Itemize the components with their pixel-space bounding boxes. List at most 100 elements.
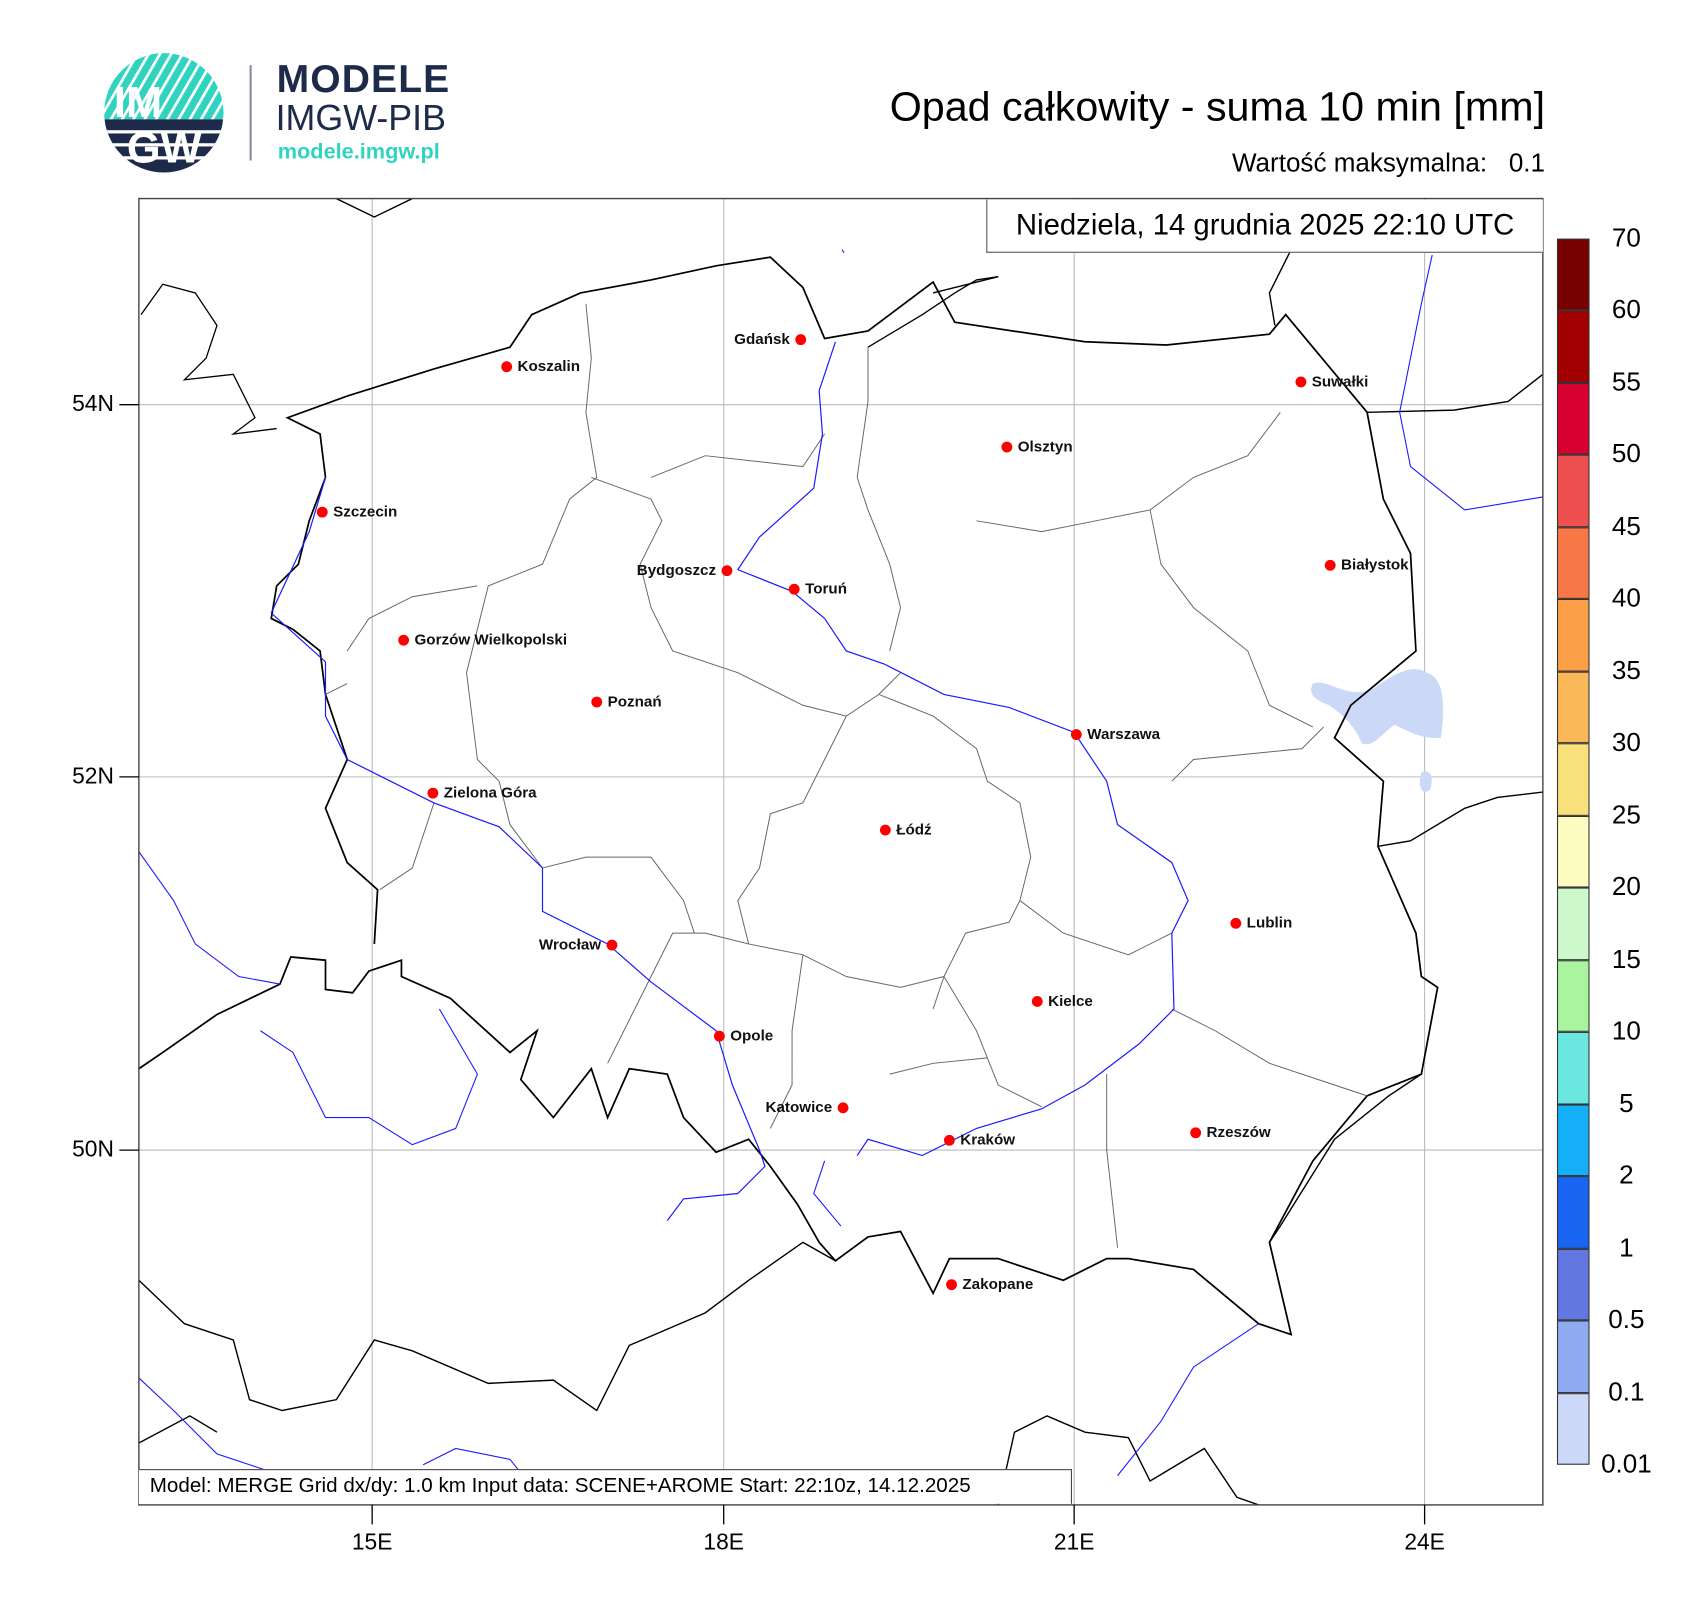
lat-tick-label: 54N <box>72 391 114 417</box>
city-marker <box>1295 376 1307 388</box>
city-label: Gdańsk <box>734 329 790 348</box>
colorbar-label: 40 <box>1611 584 1641 614</box>
city-marker <box>713 1030 725 1042</box>
coastline <box>140 276 999 435</box>
colorbar-label: 30 <box>1611 728 1641 758</box>
city-label: Koszalin <box>517 356 581 375</box>
city-marker <box>788 583 800 595</box>
city-label: Rzeszów <box>1206 1122 1271 1141</box>
colorbar-segment <box>1556 671 1590 744</box>
city-marker <box>721 565 733 577</box>
colorbar-segment <box>1556 1176 1590 1249</box>
city-marker <box>591 696 603 708</box>
lon-tick-label: 21E <box>1053 1529 1095 1555</box>
colorbar-label: 10 <box>1611 1016 1641 1047</box>
valid-time-box: Niedziela, 14 grudnia 2025 22:10 UTC <box>986 199 1543 253</box>
logo-divider <box>249 65 252 161</box>
poland-border <box>138 256 1439 1336</box>
vistula-lagoon-river <box>841 249 845 254</box>
colorbar-segment <box>1556 310 1590 383</box>
city-marker <box>1070 729 1082 740</box>
logo-org: IMGW-PIB <box>275 97 447 138</box>
precip-area <box>1311 669 1444 792</box>
lon-tick-label: 24E <box>1404 1529 1445 1555</box>
colorbar-segment <box>1556 1248 1590 1321</box>
city-marker <box>316 506 328 518</box>
river-other <box>138 254 1543 1487</box>
colorbar-segment <box>1556 527 1590 600</box>
map-title: Opad całkowity - suma 10 min [mm] <box>889 84 1546 131</box>
colorbar-segment <box>1556 1320 1590 1393</box>
colorbar-label: 1 <box>1619 1233 1634 1263</box>
colorbar-segment <box>1556 1032 1590 1105</box>
city-marker <box>879 824 891 836</box>
colorbar-segment <box>1556 1392 1590 1465</box>
city-marker <box>946 1279 957 1291</box>
city-marker <box>837 1102 849 1114</box>
city-marker <box>427 787 439 799</box>
city-marker <box>606 939 618 951</box>
map-frame <box>138 197 1544 1506</box>
colorbar-label: 70 <box>1611 223 1641 253</box>
colorbar-label: 2 <box>1619 1161 1634 1191</box>
city-label: Opole <box>730 1026 774 1044</box>
max-value: 0.1 <box>1508 148 1546 178</box>
city-marker <box>501 361 513 373</box>
lon-tick-label: 18E <box>703 1529 744 1555</box>
city-marker <box>795 334 807 346</box>
logo-url[interactable]: modele.imgw.pl <box>277 139 440 164</box>
colorbar-label: 45 <box>1611 511 1641 542</box>
colorbar-label: 15 <box>1611 944 1641 975</box>
city-label: Kraków <box>960 1130 1016 1148</box>
city-marker <box>1324 559 1336 571</box>
city-label: Olsztyn <box>1017 437 1073 455</box>
city-label: Lublin <box>1246 913 1293 931</box>
lat-tick-label: 52N <box>72 763 114 789</box>
logo-brand: MODELE <box>276 56 451 101</box>
city-label: Poznań <box>607 692 662 710</box>
city-label: Zakopane <box>962 1274 1034 1293</box>
river-vistula <box>736 341 1189 1157</box>
lon-tick-label: 15E <box>351 1529 393 1555</box>
colorbar-label: 20 <box>1611 872 1641 902</box>
colorbar-segment <box>1556 1104 1590 1177</box>
lat-tick-label: 50N <box>72 1137 114 1163</box>
colorbar-segment <box>1556 238 1590 311</box>
colorbar-label: 25 <box>1611 800 1641 830</box>
other-borders <box>138 198 1543 1505</box>
model-info-box: Model: MERGE Grid dx/dy: 1.0 km Input da… <box>138 1469 1072 1504</box>
city-label: Katowice <box>765 1098 833 1116</box>
river-oder <box>270 477 766 1221</box>
emblem-text-gw: GW <box>127 125 202 173</box>
city-label: Łódź <box>896 820 932 838</box>
city-label: Zielona Góra <box>443 783 537 801</box>
city-marker <box>1001 441 1013 453</box>
city-label: Gorzów Wielkopolski <box>414 630 568 648</box>
colorbar-label: 35 <box>1611 656 1641 686</box>
colorbar-segment <box>1556 455 1590 528</box>
colorbar-label: 55 <box>1611 367 1641 398</box>
city-marker <box>1031 996 1043 1007</box>
colorbar-label: 60 <box>1611 295 1641 325</box>
colorbar-label: 5 <box>1619 1088 1634 1119</box>
city-label: Toruń <box>805 579 847 597</box>
emblem-text-im: IM <box>114 79 162 127</box>
colorbar-segment <box>1556 382 1590 456</box>
max-label: Wartość maksymalna: <box>1231 148 1488 178</box>
colorbar-label: 50 <box>1611 439 1641 470</box>
colorbar-segment <box>1556 887 1590 960</box>
city-label: Suwałki <box>1311 372 1369 390</box>
colorbar-label: 0.01 <box>1601 1449 1652 1479</box>
city-marker <box>1190 1127 1202 1139</box>
city-label: Warszawa <box>1087 724 1161 743</box>
colorbar-segment <box>1556 815 1590 888</box>
city-label: Kielce <box>1048 991 1093 1010</box>
colorbar-label: 0.5 <box>1608 1305 1645 1335</box>
city-marker <box>943 1134 955 1146</box>
colorbar-label: 0.1 <box>1608 1377 1645 1407</box>
city-marker <box>398 634 410 646</box>
colorbar-segment <box>1556 743 1590 816</box>
city-marker <box>1230 917 1242 929</box>
city-label: Wrocław <box>538 935 602 953</box>
